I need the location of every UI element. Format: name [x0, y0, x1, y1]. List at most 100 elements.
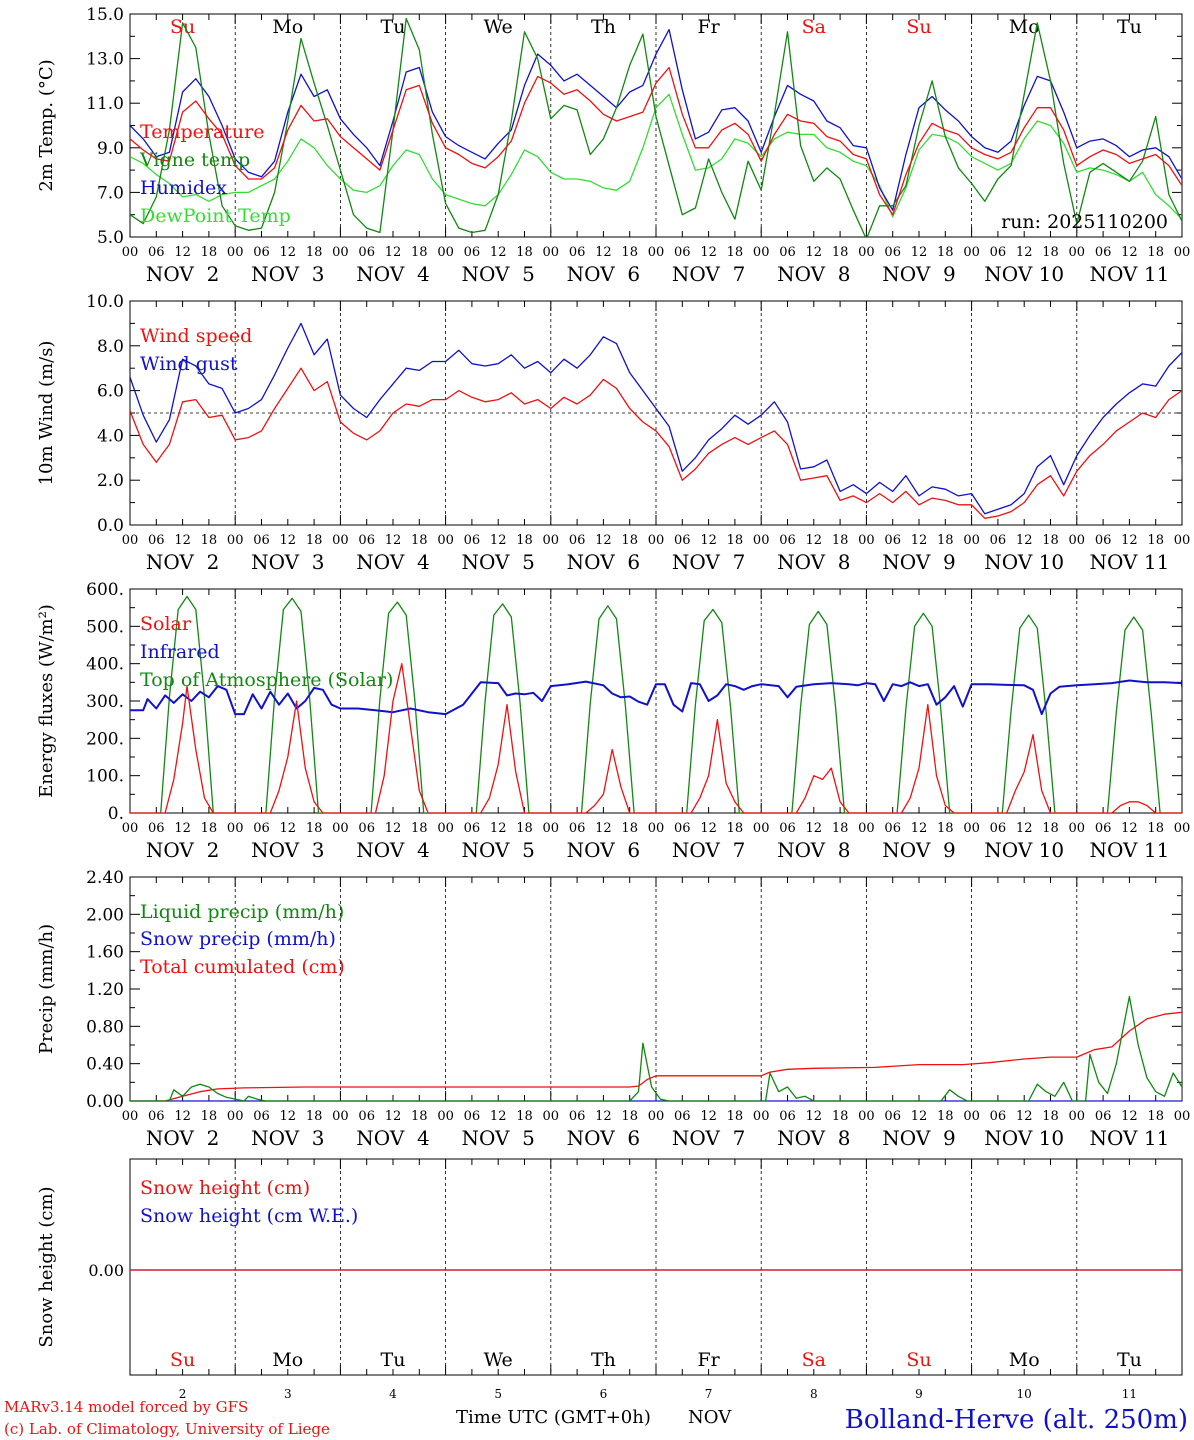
hour-tick-label: 12	[700, 245, 717, 260]
hour-tick-label: 00	[332, 245, 349, 260]
hour-tick-label: 06	[464, 821, 481, 836]
legend-entry: Snow precip (mm/h)	[140, 928, 336, 950]
date-label: NOV 6	[567, 550, 640, 574]
panel-4: 0.00 0.40 0.80 1.20 1.60 2.00 2.40 Precip (mm/h…	[36, 868, 1190, 1150]
hour-tick-label: 00	[332, 821, 349, 836]
hour-tick-label: 12	[280, 1109, 297, 1124]
hour-tick-label: 00	[1174, 245, 1191, 260]
y-tick-label: 400.	[86, 655, 124, 675]
time-axis-label: Time UTC (GMT+0h)	[456, 1407, 651, 1428]
hour-tick-label: 00	[753, 245, 770, 260]
hour-tick-label: 12	[806, 821, 823, 836]
y-tick-label: 2.0	[97, 471, 124, 491]
hour-tick-label: 12	[280, 245, 297, 260]
legend-entry: Snow height (cm W.E.)	[140, 1205, 358, 1227]
hour-tick-label: 06	[674, 1109, 691, 1124]
hour-tick-label: 06	[779, 1109, 796, 1124]
hour-tick-label: 12	[280, 821, 297, 836]
hour-tick-label: 18	[1042, 245, 1059, 260]
y-tick-label: 11.0	[86, 94, 124, 114]
day-number: 11	[1122, 1387, 1137, 1401]
hour-tick-label: 06	[990, 533, 1007, 548]
hour-tick-label: 00	[227, 1109, 244, 1124]
hour-tick-label: 18	[727, 533, 744, 548]
hour-tick-label: 06	[1095, 1109, 1112, 1124]
hour-tick-label: 00	[858, 533, 875, 548]
hour-tick-label: 12	[385, 245, 402, 260]
lab-credit: (c) Lab. of Climatology, University of L…	[4, 1420, 330, 1438]
date-label: NOV 4	[356, 262, 429, 286]
hour-tick-label: 00	[437, 245, 454, 260]
y-tick-label: 2.40	[86, 868, 124, 888]
run-label: run: 2025110200	[1001, 211, 1168, 233]
weekday-label: Fr	[697, 16, 720, 38]
bottom-weekday-label: Fr	[697, 1349, 720, 1371]
hour-tick-label: 00	[332, 533, 349, 548]
series-line-dewpoint-temp	[130, 93, 1182, 220]
hour-tick-label: 06	[884, 821, 901, 836]
y-tick-label: 5.0	[97, 228, 124, 248]
date-label: NOV 7	[672, 262, 745, 286]
hour-tick-label: 00	[648, 533, 665, 548]
date-label: NOV 8	[777, 262, 850, 286]
series-line-infrared	[130, 679, 1182, 716]
hour-tick-label: 12	[700, 821, 717, 836]
hour-tick-label: 12	[490, 821, 507, 836]
date-label: NOV 7	[672, 1126, 745, 1150]
day-number: 7	[705, 1387, 713, 1401]
hour-tick-label: 00	[648, 245, 665, 260]
hour-tick-label: 18	[411, 1109, 428, 1124]
y-tick-label: 0.40	[86, 1055, 124, 1075]
date-label: NOV 10	[984, 1126, 1064, 1150]
hour-tick-label: 00	[753, 533, 770, 548]
series-line-liquid-precip-mm-h-	[130, 883, 1182, 1101]
hour-tick-label: 06	[253, 1109, 270, 1124]
hour-tick-label: 06	[358, 1109, 375, 1124]
hour-tick-label: 00	[648, 1109, 665, 1124]
hour-tick-label: 00	[1174, 1109, 1191, 1124]
legend-entry: Solar	[140, 613, 192, 635]
hour-tick-label: 00	[227, 245, 244, 260]
bottom-weekday-label: Sa	[802, 1349, 826, 1371]
hour-tick-label: 06	[779, 245, 796, 260]
hour-tick-label: 18	[621, 1109, 638, 1124]
hour-tick-label: 06	[148, 1109, 165, 1124]
hour-tick-label: 00	[437, 821, 454, 836]
hour-tick-label: 06	[990, 1109, 1007, 1124]
y-tick-label: 0.00	[88, 1261, 124, 1280]
hour-tick-label: 00	[1174, 821, 1191, 836]
date-label: NOV 5	[461, 262, 534, 286]
hour-tick-label: 12	[1016, 1109, 1033, 1124]
hour-tick-label: 00	[963, 533, 980, 548]
bottom-weekday-label: Tu	[381, 1349, 406, 1371]
date-label: NOV 5	[461, 550, 534, 574]
y-tick-label: 4.0	[97, 426, 124, 446]
hour-tick-label: 00	[543, 1109, 560, 1124]
hour-tick-label: 06	[464, 1109, 481, 1124]
day-number: 8	[810, 1387, 818, 1401]
hour-tick-label: 06	[358, 821, 375, 836]
hour-tick-label: 00	[122, 1109, 139, 1124]
hour-tick-label: 18	[621, 245, 638, 260]
hour-tick-label: 06	[884, 1109, 901, 1124]
date-label: NOV 9	[882, 550, 955, 574]
model-credit: MARv3.14 model forced by GFS	[4, 1398, 248, 1416]
hour-tick-label: 12	[1121, 533, 1138, 548]
date-label: NOV 2	[146, 262, 219, 286]
hour-tick-label: 18	[832, 533, 849, 548]
bottom-weekday-label: We	[484, 1349, 513, 1371]
date-label: NOV 7	[672, 550, 745, 574]
legend-entry: Snow height (cm)	[140, 1177, 310, 1199]
hour-tick-label: 06	[358, 533, 375, 548]
hour-tick-label: 06	[674, 245, 691, 260]
series-group	[130, 595, 1182, 813]
hour-tick-label: 18	[727, 821, 744, 836]
hour-tick-label: 06	[1095, 245, 1112, 260]
day-number: 6	[600, 1387, 608, 1401]
date-label: NOV 2	[146, 1126, 219, 1150]
panel-3: 0. 100. 200. 300. 400. 500. 600. Energy fluxes …	[36, 580, 1190, 862]
series-line-temperature	[130, 66, 1182, 216]
hour-tick-label: 12	[174, 245, 191, 260]
bottom-weekday-label: Th	[591, 1349, 616, 1371]
hour-tick-label: 18	[1147, 533, 1164, 548]
